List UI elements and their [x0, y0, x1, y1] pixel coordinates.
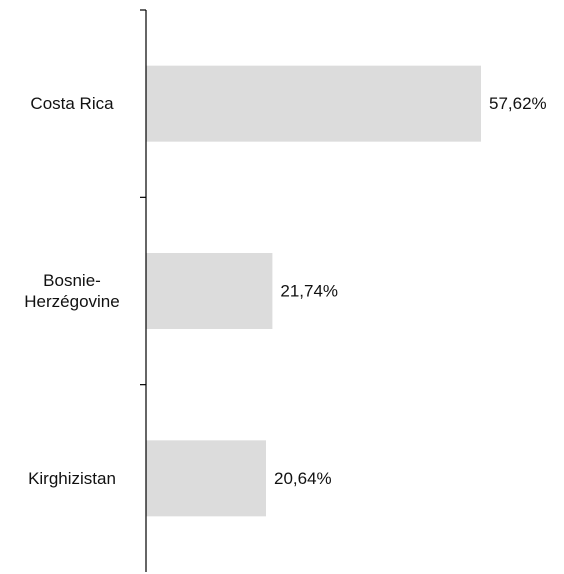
bar-value-label: 20,64% — [274, 469, 332, 488]
category-label: Costa Rica — [30, 94, 114, 113]
bar — [146, 440, 266, 517]
value-labels: 57,62% 21,74% 20,64% — [274, 94, 547, 488]
bar — [146, 65, 481, 142]
category-label: Bosnie- Herzégovine — [24, 271, 119, 311]
bar-value-label: 21,74% — [280, 282, 338, 301]
category-label-line: Herzégovine — [24, 292, 119, 311]
bar-value-label: 57,62% — [489, 94, 547, 113]
category-label-line: Kirghizistan — [28, 469, 116, 488]
category-label-line: Costa Rica — [30, 94, 114, 113]
category-label: Kirghizistan — [28, 469, 116, 488]
category-label-line: Bosnie- — [43, 271, 101, 290]
category-axis — [140, 9, 147, 572]
category-labels: Costa Rica Bosnie- Herzégovine Kirghizistan — [24, 94, 119, 488]
bars-group — [146, 65, 481, 517]
bar — [146, 253, 273, 329]
